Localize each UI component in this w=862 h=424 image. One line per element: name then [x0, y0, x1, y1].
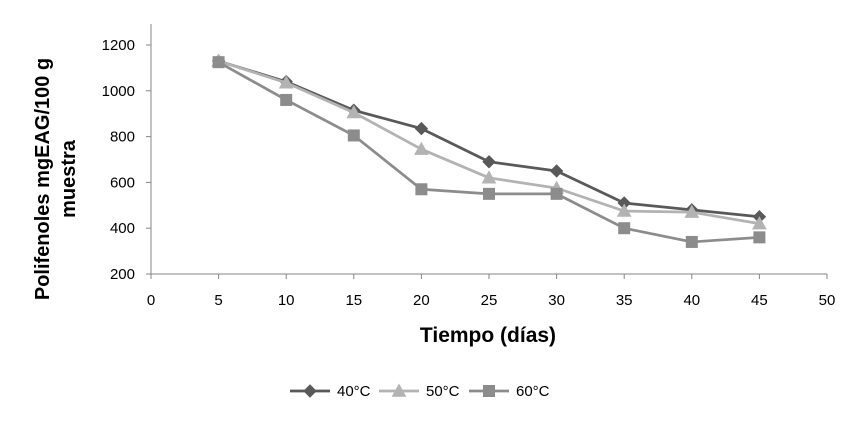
y-tick-label: 400: [110, 220, 135, 237]
x-tick-label: 10: [278, 292, 295, 309]
series-50c: [211, 53, 767, 230]
x-axis-title: Tiempo (días): [420, 324, 556, 347]
y-axis-title: Polifenoles mgEAG/100 g muestra: [32, 58, 80, 300]
x-tick-label: 5: [214, 292, 222, 309]
data-point: [483, 187, 495, 200]
data-point: [414, 141, 429, 155]
x-tick-label: 0: [147, 292, 155, 309]
data-point: [414, 121, 429, 136]
data-point: [549, 164, 564, 178]
legend-item: 50°C: [379, 383, 460, 400]
y-tick-label: 1200: [102, 37, 135, 54]
y-tick-label: 200: [110, 266, 135, 283]
series-60c: [212, 56, 766, 248]
y-tick-label: 600: [110, 174, 135, 191]
data-point: [482, 155, 496, 169]
legend-item: 60°C: [469, 383, 550, 400]
data-point: [415, 183, 428, 196]
data-point: [616, 203, 632, 217]
series-layer: [211, 53, 767, 248]
legend: 40°C 50°C 60°C: [290, 383, 550, 400]
data-point: [278, 75, 294, 89]
x-tick-label: 30: [548, 292, 565, 309]
legend-label: 60°C: [516, 383, 550, 400]
data-point: [618, 222, 631, 235]
y-tick-label: 800: [110, 129, 135, 146]
y-tick-label: 1000: [102, 83, 135, 100]
y-axis-title-line-2: muestra: [58, 139, 80, 218]
data-point: [753, 231, 766, 244]
x-tick-label: 20: [413, 292, 430, 309]
x-tick-label: 40: [683, 292, 700, 309]
legend-marker: [391, 383, 407, 397]
legend-item: 40°C: [290, 383, 371, 400]
legend-marker: [303, 384, 317, 398]
x-tick-label: 15: [345, 292, 362, 309]
x-tick-label: 35: [616, 292, 633, 309]
x-tick-label: 25: [481, 292, 498, 309]
data-point: [280, 93, 293, 106]
y-axis-ticks: 200 400 600 800 1000 1200: [102, 37, 151, 283]
x-tick-label: 45: [751, 292, 768, 309]
legend-marker: [483, 385, 495, 397]
x-tick-label: 50: [819, 292, 836, 309]
x-axis-ticks: 0 5 10 15 20 25 30 35 40 45 50: [147, 274, 836, 309]
legend-label: 50°C: [426, 383, 460, 400]
data-point: [212, 56, 225, 69]
data-point: [684, 204, 700, 218]
legend-label: 40°C: [337, 383, 371, 400]
y-axis-title-line-1: Polifenoles mgEAG/100 g: [32, 58, 54, 300]
data-point: [685, 235, 698, 248]
data-point: [550, 187, 563, 200]
data-point: [752, 216, 767, 230]
data-point: [481, 170, 497, 184]
data-point: [346, 105, 362, 119]
data-point: [347, 129, 360, 142]
